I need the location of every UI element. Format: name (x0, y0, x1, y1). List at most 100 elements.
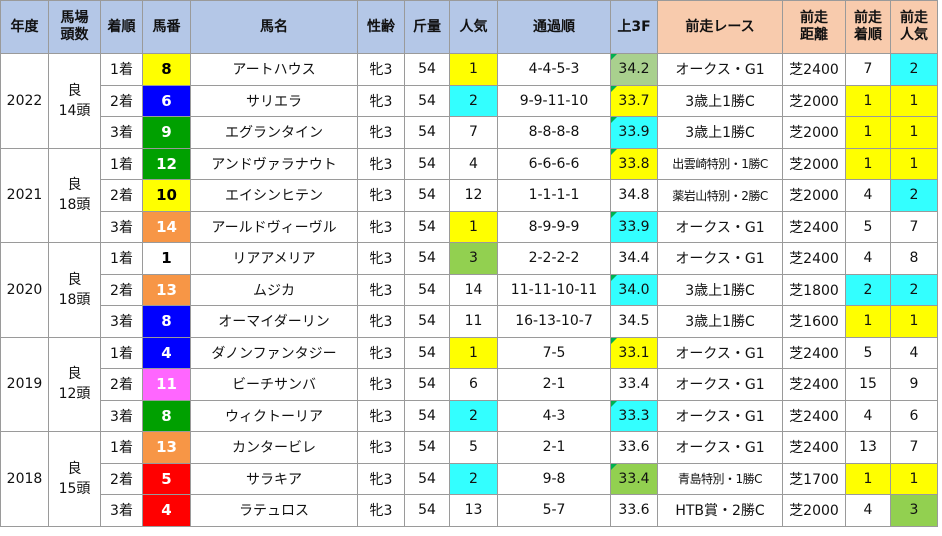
prev-distance-cell: 芝2000 (782, 84, 846, 117)
header-prev-finish-line1: 前走 (854, 10, 882, 26)
track-runners-cell: 良 14頭 (48, 53, 101, 149)
weight-cell: 54 (404, 242, 450, 275)
weight-cell: 54 (404, 210, 450, 243)
prev-distance-cell: 芝1800 (782, 273, 846, 306)
sex-age-cell: 牝3 (357, 305, 405, 338)
prev-distance-cell: 芝2000 (782, 147, 846, 180)
year-cell: 2020 (0, 242, 49, 338)
sex-age-cell: 牝3 (357, 494, 405, 527)
prev-distance-cell: 芝2400 (782, 399, 846, 432)
header-track-label: 馬場 (60, 10, 89, 26)
passing-order-cell: 8-9-9-9 (497, 210, 611, 243)
passing-order-cell: 9-8 (497, 462, 611, 495)
prev-finish-cell: 1 (845, 84, 891, 117)
header-row: 年度 馬場 頭数 着順 馬番 馬名 性齢 斤量 人気 通過順 上3F 前走レース … (0, 0, 938, 54)
popularity-cell: 4 (449, 147, 498, 180)
header-year: 年度 (0, 0, 49, 54)
finish-cell: 1着 (100, 242, 143, 275)
weight-cell: 54 (404, 273, 450, 306)
finish-cell: 1着 (100, 336, 143, 369)
year-cell: 2018 (0, 431, 49, 527)
prev-finish-cell: 4 (845, 399, 891, 432)
prev-finish-cell: 1 (845, 116, 891, 149)
table-body: 2022 良 14頭 1着 8 アートハウス 牝3 54 1 4-4-5-3 34… (0, 53, 938, 527)
weight-cell: 54 (404, 84, 450, 117)
popularity-cell: 14 (449, 273, 498, 306)
horse-number-cell: 1 (142, 242, 191, 275)
finish-cell: 2着 (100, 462, 143, 495)
prev-distance-cell: 芝2400 (782, 368, 846, 401)
horse-number-cell: 9 (142, 116, 191, 149)
track-runners-cell: 良 18頭 (48, 147, 101, 243)
runner-count: 14頭 (58, 102, 91, 119)
passing-order-cell: 16-13-10-7 (497, 305, 611, 338)
table-row: 2022 良 14頭 1着 8 アートハウス 牝3 54 1 4-4-5-3 34… (0, 53, 938, 149)
header-number: 馬番 (142, 0, 191, 54)
header-prev-distance-line1: 前走 (800, 10, 828, 26)
horse-name-cell: アートハウス (190, 53, 358, 86)
prev-distance-cell: 芝2400 (782, 53, 846, 86)
weight-cell: 54 (404, 116, 450, 149)
header-passing: 通過順 (497, 0, 611, 54)
finish-cell: 1着 (100, 147, 143, 180)
passing-order-cell: 5-7 (497, 494, 611, 527)
weight-cell: 54 (404, 53, 450, 86)
horse-name-cell: ダノンファンタジー (190, 336, 358, 369)
prev-popularity-cell: 7 (890, 210, 938, 243)
last3f-cell: 34.8 (610, 179, 658, 212)
table-row: 2着 10 エイシンヒテン 牝3 54 12 1-1-1-1 34.8 薬岩山特… (1, 179, 938, 212)
prev-popularity-cell: 1 (890, 462, 938, 495)
horse-name-cell: リアアメリア (190, 242, 358, 275)
horse-name-cell: エグランタイン (190, 116, 358, 149)
finish-cell: 2着 (100, 273, 143, 306)
popularity-cell: 2 (449, 399, 498, 432)
runner-count: 18頭 (58, 197, 91, 214)
prev-distance-cell: 芝2400 (782, 336, 846, 369)
weight-cell: 54 (404, 147, 450, 180)
last3f-cell: 33.8 (610, 147, 658, 180)
weight-cell: 54 (404, 179, 450, 212)
header-prev-pop-line2: 人気 (900, 27, 928, 43)
runner-count: 12頭 (58, 386, 91, 403)
prev-finish-cell: 15 (845, 368, 891, 401)
sex-age-cell: 牝3 (357, 242, 405, 275)
popularity-cell: 3 (449, 242, 498, 275)
table-row: 2着 6 サリエラ 牝3 54 2 9-9-11-10 33.7 3歳上1勝C … (1, 84, 938, 117)
weight-cell: 54 (404, 336, 450, 369)
finish-cell: 3着 (100, 494, 143, 527)
header-popularity: 人気 (449, 0, 498, 54)
last3f-cell: 33.4 (610, 462, 658, 495)
header-prev-pop-line1: 前走 (900, 10, 928, 26)
weight-cell: 54 (404, 368, 450, 401)
sex-age-cell: 牝3 (357, 273, 405, 306)
track-condition: 良 (67, 460, 82, 477)
popularity-cell: 11 (449, 305, 498, 338)
passing-order-cell: 2-1 (497, 368, 611, 401)
prev-popularity-cell: 6 (890, 399, 938, 432)
last3f-cell: 34.0 (610, 273, 658, 306)
year-cell: 2021 (0, 147, 49, 243)
year-cell: 2019 (0, 336, 49, 432)
header-weight: 斤量 (404, 0, 450, 54)
passing-order-cell: 1-1-1-1 (497, 179, 611, 212)
horse-name-cell: サラキア (190, 462, 358, 495)
finish-cell: 1着 (100, 53, 143, 86)
sex-age-cell: 牝3 (357, 53, 405, 86)
prev-popularity-cell: 2 (890, 179, 938, 212)
passing-order-cell: 11-11-10-11 (497, 273, 611, 306)
prev-race-cell: オークス・G1 (657, 431, 783, 464)
finish-cell: 3着 (100, 210, 143, 243)
weight-cell: 54 (404, 462, 450, 495)
prev-finish-cell: 1 (845, 305, 891, 338)
prev-race-cell: オークス・G1 (657, 336, 783, 369)
prev-popularity-cell: 1 (890, 305, 938, 338)
horse-number-cell: 8 (142, 53, 191, 86)
prev-finish-cell: 1 (845, 147, 891, 180)
popularity-cell: 1 (449, 53, 498, 86)
prev-finish-cell: 1 (845, 462, 891, 495)
passing-order-cell: 7-5 (497, 336, 611, 369)
weight-cell: 54 (404, 399, 450, 432)
last3f-cell: 33.9 (610, 116, 658, 149)
finish-cell: 3着 (100, 116, 143, 149)
prev-distance-cell: 芝2000 (782, 494, 846, 527)
